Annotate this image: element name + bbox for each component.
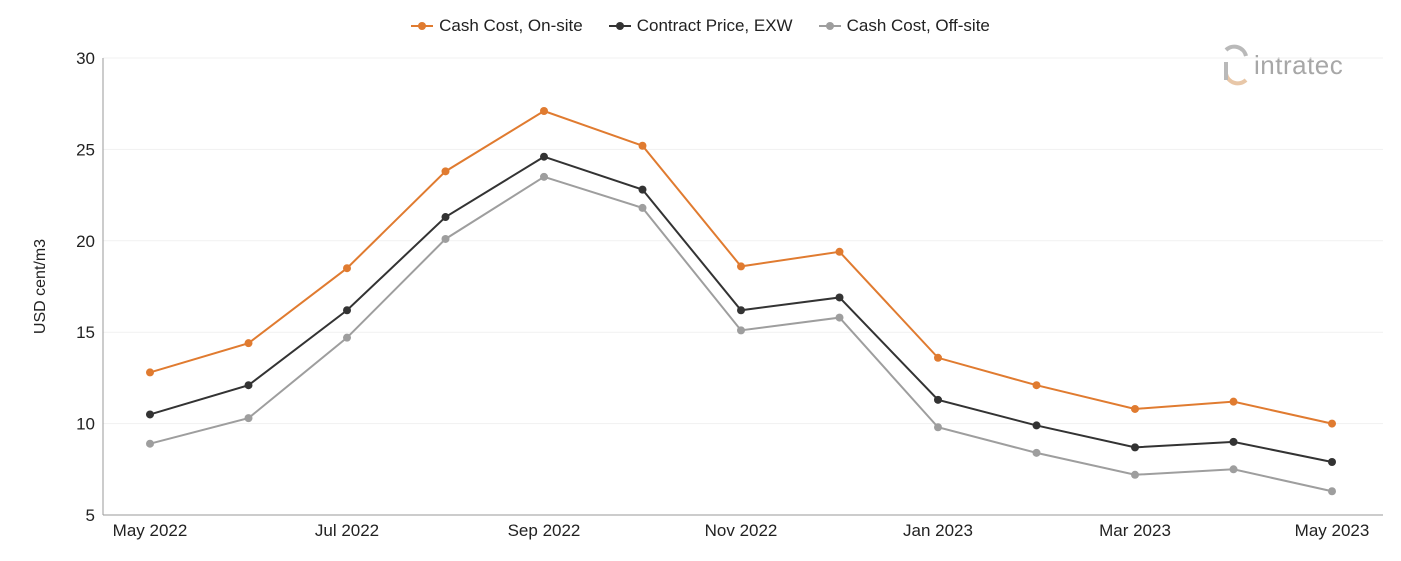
legend-label: Contract Price, EXW bbox=[636, 16, 793, 35]
x-tick-label: Mar 2023 bbox=[1099, 521, 1171, 540]
data-point bbox=[1032, 448, 1041, 457]
y-tick-label: 25 bbox=[76, 140, 95, 159]
data-point bbox=[146, 439, 154, 448]
data-point bbox=[343, 264, 351, 273]
data-point bbox=[441, 167, 450, 176]
data-point bbox=[146, 410, 154, 419]
data-point bbox=[1131, 470, 1139, 479]
y-tick-label: 5 bbox=[86, 506, 95, 525]
data-point bbox=[1131, 443, 1139, 452]
data-point bbox=[934, 395, 942, 404]
legend-item: Cash Cost, Off-site bbox=[818, 16, 990, 36]
data-point bbox=[835, 313, 844, 322]
data-point bbox=[737, 306, 745, 315]
data-point bbox=[835, 293, 844, 302]
data-point bbox=[1328, 457, 1336, 466]
data-point bbox=[934, 423, 942, 432]
legend-swatch bbox=[818, 20, 841, 32]
x-tick-label: May 2023 bbox=[1295, 521, 1370, 540]
data-point bbox=[1328, 419, 1336, 428]
data-point bbox=[146, 368, 154, 377]
data-point bbox=[540, 152, 548, 161]
data-point bbox=[737, 326, 745, 335]
y-tick-label: 20 bbox=[76, 232, 95, 251]
data-point bbox=[1032, 421, 1041, 430]
data-point bbox=[1229, 465, 1238, 474]
data-point bbox=[638, 203, 647, 212]
data-point bbox=[1032, 381, 1041, 390]
legend-label: Cash Cost, Off-site bbox=[846, 16, 990, 35]
data-point bbox=[540, 172, 548, 181]
legend-swatch bbox=[411, 20, 434, 32]
logo-text: intratec bbox=[1254, 50, 1344, 80]
legend-item: Cash Cost, On-site bbox=[411, 16, 583, 36]
y-tick-label: 30 bbox=[76, 49, 95, 68]
data-point bbox=[1328, 487, 1336, 496]
data-point bbox=[1131, 404, 1139, 413]
intratec-logo-icon bbox=[1224, 44, 1248, 86]
x-tick-label: Nov 2022 bbox=[705, 521, 778, 540]
data-point bbox=[244, 414, 253, 423]
legend-swatch bbox=[608, 20, 631, 32]
x-tick-label: Sep 2022 bbox=[508, 521, 581, 540]
data-point bbox=[835, 247, 844, 256]
data-point bbox=[244, 339, 253, 348]
y-tick-label: 15 bbox=[76, 323, 95, 342]
data-point bbox=[441, 213, 450, 222]
data-point bbox=[737, 262, 745, 271]
data-point bbox=[934, 353, 942, 362]
x-tick-label: Jul 2022 bbox=[315, 521, 379, 540]
data-point bbox=[638, 185, 647, 194]
data-point bbox=[343, 306, 351, 315]
data-point bbox=[244, 381, 253, 390]
data-point bbox=[1229, 397, 1238, 406]
y-tick-label: 10 bbox=[76, 415, 95, 434]
data-point bbox=[343, 333, 351, 342]
data-point bbox=[638, 141, 647, 150]
data-point bbox=[441, 234, 450, 243]
x-tick-label: Jan 2023 bbox=[903, 521, 973, 540]
data-point bbox=[1229, 437, 1238, 446]
y-axis-title: USD cent/m3 bbox=[32, 239, 49, 334]
legend-label: Cash Cost, On-site bbox=[439, 16, 583, 35]
data-point bbox=[540, 107, 548, 116]
intratec-logo: intratec bbox=[1220, 40, 1370, 98]
legend-item: Contract Price, EXW bbox=[608, 16, 793, 36]
x-tick-label: May 2022 bbox=[113, 521, 188, 540]
chart-legend: Cash Cost, On-site Contract Price, EXW Cas… bbox=[0, 16, 1401, 36]
